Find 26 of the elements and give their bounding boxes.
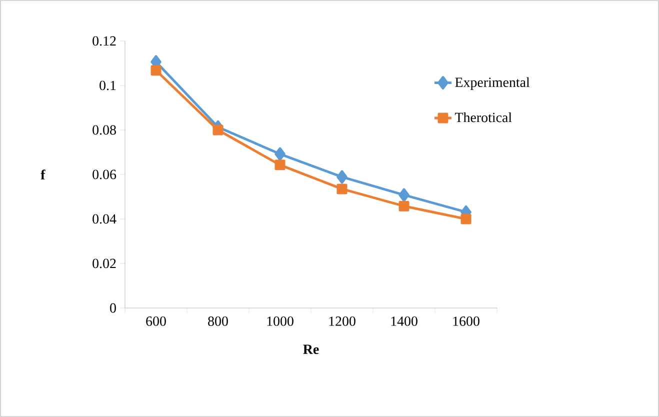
point [398, 200, 410, 212]
x-axis-title: Re [303, 344, 319, 354]
x-tick-label: 1400 [391, 316, 418, 326]
point [336, 184, 348, 194]
point [274, 147, 286, 161]
x-tick-label: 1000 [267, 316, 294, 326]
point [212, 124, 224, 136]
point [398, 188, 410, 202]
point [460, 214, 472, 224]
x-tick-label: 1600 [453, 316, 480, 326]
point [274, 160, 286, 170]
y-tick-label: 0.1 [100, 80, 116, 90]
y-tick-label: 0.06 [92, 170, 116, 180]
x-tick-label: 800 [208, 316, 228, 326]
y-tick-label: 0.08 [92, 125, 116, 135]
point [336, 170, 348, 184]
point [150, 65, 162, 76]
y-tick-label: 0.12 [92, 36, 116, 46]
y-tick-label: 0.04 [92, 214, 116, 224]
legend-label: Experimental [455, 77, 530, 90]
x-tick-label: 1200 [329, 316, 356, 326]
y-tick-label: 0.02 [92, 258, 116, 268]
y-axis-title: f [40, 170, 46, 180]
y-tick-label: 0 [110, 303, 116, 313]
legend-label: Therotical [454, 112, 512, 122]
x-tick-label: 600 [146, 316, 166, 326]
